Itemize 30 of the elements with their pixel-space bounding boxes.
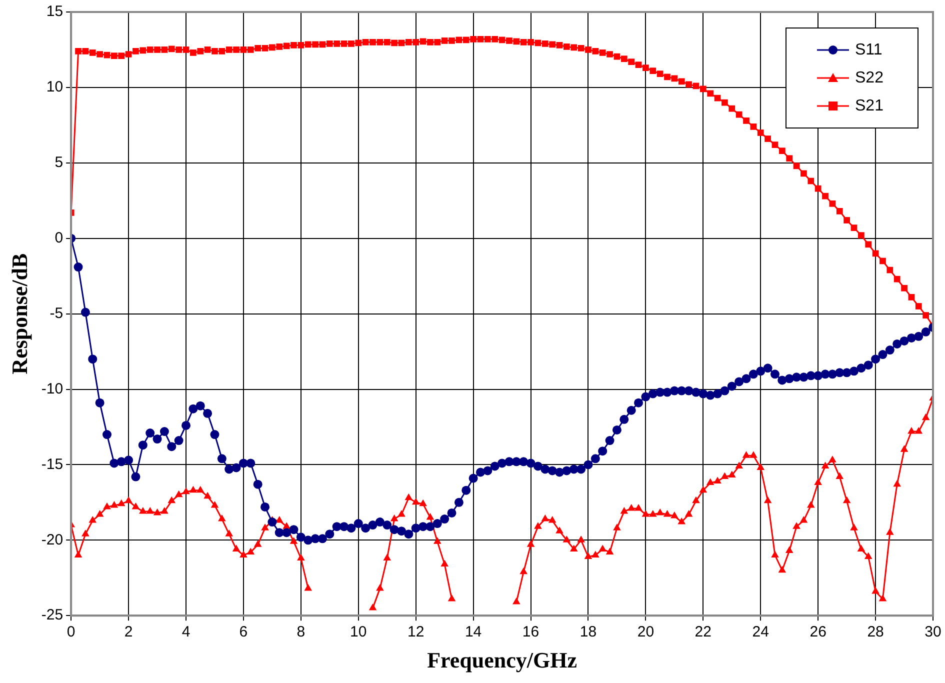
y-tick-label: 15 — [46, 3, 64, 20]
x-tick-label: 14 — [464, 624, 482, 641]
x-tick-label: 18 — [580, 624, 597, 641]
x-tick-label: 8 — [296, 624, 306, 641]
legend-label: S22 — [855, 69, 884, 86]
y-tick-label: -15 — [41, 456, 64, 473]
x-tick-label: 4 — [182, 624, 190, 641]
y-tick-label: 0 — [54, 229, 64, 246]
y-tick-label: -25 — [41, 606, 64, 624]
y-tick-label: 10 — [46, 78, 64, 96]
x-tick-label: 24 — [752, 624, 769, 641]
x-axis-title: Frequency/GHz — [427, 647, 578, 672]
x-tick-label: 6 — [239, 624, 248, 641]
x-tick-label: 22 — [694, 624, 712, 641]
x-tick-label: 26 — [810, 624, 826, 641]
y-tick-label: 5 — [54, 154, 64, 172]
y-tick-label: -5 — [50, 304, 64, 322]
x-tick-label: 12 — [408, 624, 424, 641]
x-tick-label: 30 — [924, 624, 942, 641]
x-tick-label: 2 — [124, 624, 133, 641]
x-tick-label: 20 — [637, 624, 654, 641]
x-tick-label: 10 — [350, 624, 367, 641]
legend-label: S21 — [855, 97, 884, 114]
legend-label: S11 — [855, 41, 882, 58]
x-tick-label: 16 — [522, 624, 540, 641]
y-axis-title: Response/dB — [6, 252, 32, 374]
x-tick-label: 0 — [66, 624, 76, 641]
y-tick-label: -10 — [41, 380, 64, 398]
y-tick-label: -20 — [41, 531, 64, 548]
x-tick-label: 28 — [867, 624, 884, 641]
